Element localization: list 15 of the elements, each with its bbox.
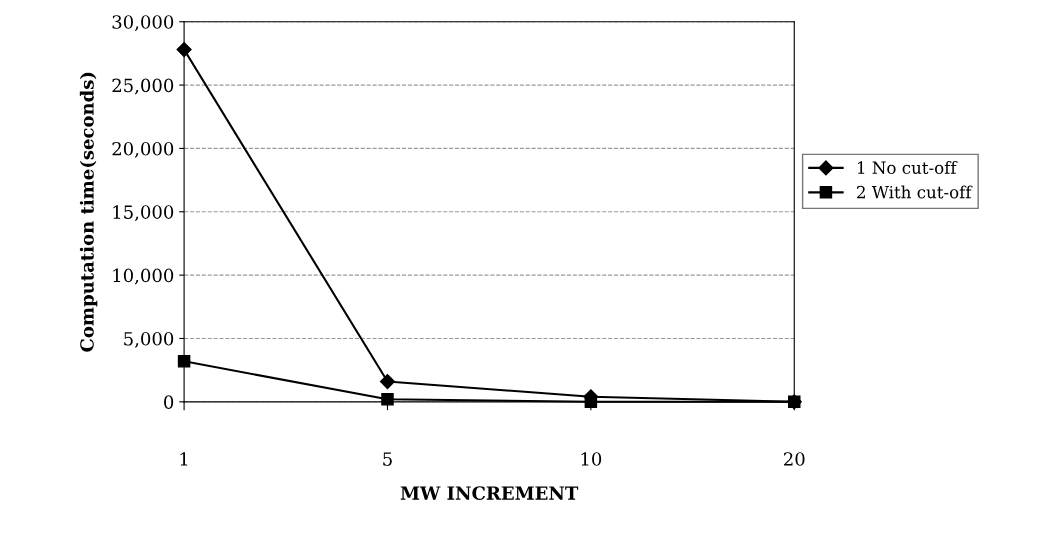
y-tick-label: 10,000 [113,268,174,285]
x-tick-label: 10 [581,452,602,466]
y-tick-label: 0 [164,395,174,409]
x-axis-title: MW INCREMENT [400,486,579,500]
y-tick-label: 25,000 [112,78,174,95]
x-tick-label: 5 [383,452,392,466]
y-tick-label: 15,000 [113,205,174,222]
x-tick-label: 1 [180,452,188,466]
y-tick-label: 5,000 [124,331,174,348]
x-tick-label: 20 [784,452,805,466]
y-axis-title: Computation time(seconds) [79,72,98,352]
legend-label: 1 No cut-off [857,161,958,174]
legend-label: 2 With cut-off [857,185,973,199]
y-tick-label: 20,000 [112,141,174,158]
y-tick-label: 30,000 [112,15,174,32]
